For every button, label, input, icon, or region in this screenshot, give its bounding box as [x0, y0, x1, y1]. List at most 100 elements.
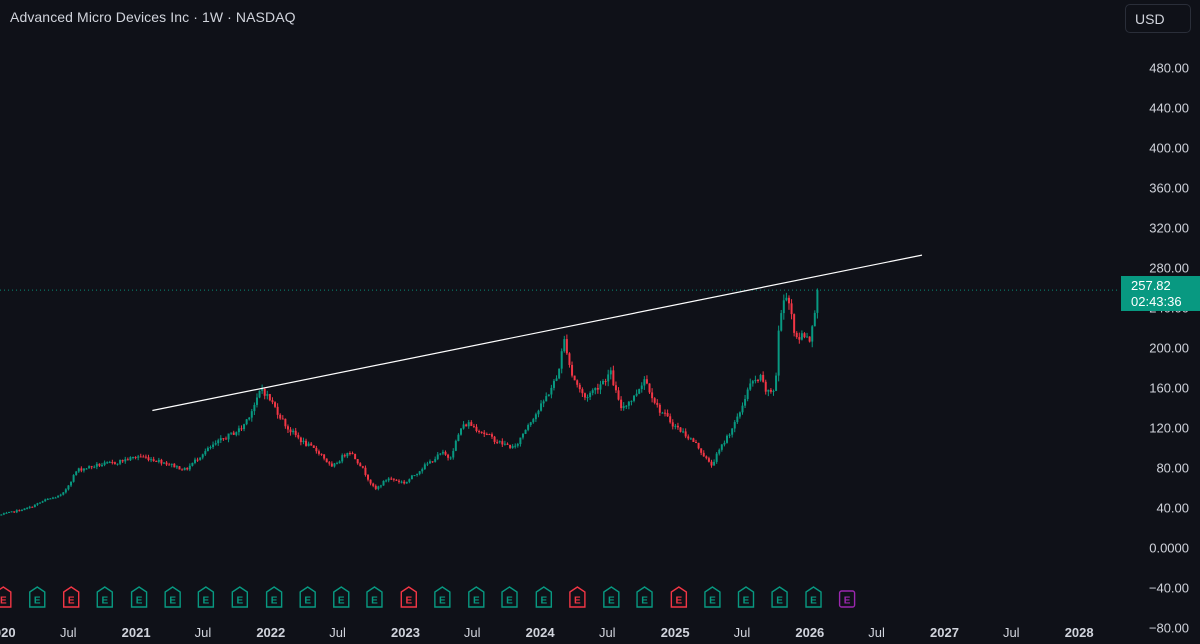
earnings-marker[interactable]: E: [265, 586, 283, 608]
candle-body: [175, 466, 178, 468]
candle-body: [64, 489, 67, 493]
earnings-marker[interactable]: E: [771, 586, 788, 608]
candle-body: [400, 481, 403, 483]
earnings-marker[interactable]: E: [434, 586, 451, 608]
earnings-marker[interactable]: E: [737, 586, 755, 608]
candle-body: [490, 434, 493, 437]
candle-body: [501, 441, 504, 445]
earnings-marker[interactable]: E: [400, 586, 417, 608]
y-tick-label: 320.00: [1149, 221, 1189, 236]
candle-body: [423, 464, 426, 470]
candle-body: [2, 513, 5, 515]
candle-body: [209, 447, 212, 449]
candle-body: [607, 374, 610, 382]
earnings-marker-label: E: [473, 596, 480, 607]
candle-body: [126, 459, 129, 461]
earnings-marker[interactable]: E: [63, 586, 80, 608]
candle-body: [108, 462, 111, 464]
y-tick-label: 360.00: [1149, 181, 1189, 196]
candle-body: [534, 414, 537, 420]
candle-body: [336, 463, 339, 465]
earnings-marker[interactable]: E: [838, 590, 856, 608]
candle-body: [467, 422, 470, 427]
earnings-marker-label: E: [338, 596, 345, 607]
earnings-marker[interactable]: E: [29, 586, 46, 608]
candle-body: [648, 383, 651, 393]
earnings-marker[interactable]: E: [366, 586, 383, 608]
earnings-marker[interactable]: E: [0, 586, 12, 608]
candle-body: [268, 394, 271, 401]
candle-body: [82, 468, 85, 471]
candle-body: [604, 381, 607, 383]
earnings-marker[interactable]: E: [468, 586, 485, 608]
bar-countdown: 02:43:36: [1131, 294, 1182, 309]
candle-body: [310, 443, 313, 446]
trendline-drawing[interactable]: [152, 254, 923, 412]
trendline[interactable]: [152, 254, 923, 412]
earnings-marker[interactable]: E: [164, 586, 181, 608]
candle-body: [540, 403, 543, 411]
candle-body: [560, 351, 563, 369]
earnings-marker[interactable]: E: [197, 586, 215, 608]
candle-body: [552, 380, 555, 388]
earnings-marker[interactable]: E: [670, 586, 688, 608]
candle-body: [736, 416, 739, 423]
candle-body: [555, 378, 558, 381]
earnings-marker[interactable]: E: [130, 586, 148, 608]
candle-body: [173, 463, 176, 468]
candle-body: [248, 417, 251, 420]
earnings-marker[interactable]: E: [569, 586, 586, 608]
x-tick-label: 2024: [526, 625, 556, 640]
candle-body: [101, 464, 104, 466]
candle-body: [193, 459, 196, 463]
earnings-marker[interactable]: E: [636, 586, 653, 608]
earnings-marker[interactable]: E: [299, 586, 316, 608]
candle-body: [330, 463, 333, 467]
earnings-marker[interactable]: E: [333, 586, 350, 608]
candle-body: [488, 434, 491, 436]
candle-body: [343, 455, 346, 457]
candle-body: [317, 451, 320, 454]
candle-body: [746, 389, 749, 400]
x-tick-label: Jul: [599, 625, 616, 640]
earnings-marker-shape: [130, 586, 148, 608]
candle-body: [274, 402, 277, 407]
price-axis[interactable]: 520.00480.00440.00400.00360.00320.00280.…: [1149, 21, 1189, 636]
candle-body: [294, 430, 297, 436]
candle-body: [785, 297, 788, 301]
candle-body: [382, 480, 385, 486]
candle-body: [441, 451, 444, 454]
earnings-marker-shape: [569, 586, 586, 608]
candle-body: [403, 481, 406, 484]
earnings-marker-shape: [501, 586, 518, 608]
earnings-marker-label: E: [844, 596, 851, 607]
earnings-marker-label: E: [136, 596, 143, 607]
earnings-marker-shape: [468, 586, 485, 608]
candle-body: [227, 433, 230, 440]
earnings-marker[interactable]: E: [535, 586, 553, 608]
candle-body: [426, 463, 429, 465]
candle-body: [214, 443, 217, 445]
y-tick-label: 40.00: [1156, 501, 1189, 516]
earnings-marker[interactable]: E: [805, 586, 822, 608]
candle-body: [222, 438, 225, 440]
candle-body: [155, 460, 158, 462]
earnings-marker[interactable]: E: [231, 586, 249, 608]
candle-body: [707, 458, 710, 462]
earnings-marker-shape: [366, 586, 383, 608]
earnings-marker[interactable]: E: [603, 586, 620, 608]
currency-button[interactable]: USD: [1125, 4, 1191, 33]
earnings-marker-label: E: [203, 596, 210, 607]
earnings-marker[interactable]: E: [704, 586, 721, 608]
candle-body: [377, 486, 380, 489]
candle-body: [134, 456, 137, 458]
x-tick-label: 2027: [930, 625, 959, 640]
earnings-marker-shape: [63, 586, 80, 608]
candle-body: [188, 465, 191, 470]
earnings-marker[interactable]: E: [96, 586, 113, 608]
earnings-marker[interactable]: E: [501, 586, 518, 608]
time-axis[interactable]: 2020 Jul 2021 Jul 2022 Jul 2023 Jul 2024 Jul 2025 J…: [0, 625, 1094, 640]
candle-body: [550, 387, 553, 395]
earnings-marker-label: E: [709, 596, 716, 607]
